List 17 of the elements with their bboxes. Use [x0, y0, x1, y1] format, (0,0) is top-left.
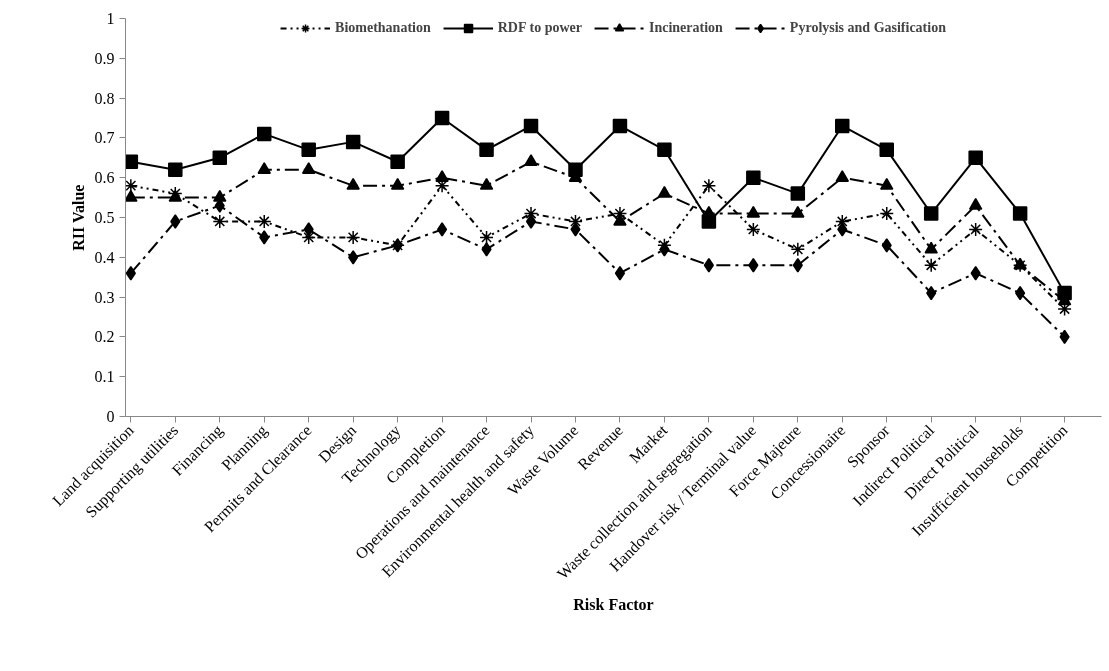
y-tick-label: 0.8 [94, 89, 115, 107]
legend-label: Incineration [648, 20, 723, 36]
legend-label: RDF to power [497, 20, 582, 36]
y-tick-label: 0 [106, 408, 115, 425]
y-tick-label: 0.1 [94, 368, 115, 386]
y-tick-label: 0.3 [94, 288, 115, 306]
x-axis-title: Risk Factor [573, 596, 654, 614]
y-tick-label: 1 [106, 10, 115, 27]
y-tick-label: 0.9 [94, 49, 115, 67]
legend-label: Pyrolysis and Gasification [789, 20, 946, 36]
y-tick-label: 0.6 [94, 169, 115, 187]
y-tick-label: 0.7 [94, 129, 115, 147]
y-tick-label: 0.2 [94, 328, 115, 346]
legend-label: Biomethanation [335, 20, 431, 36]
y-axis-title: RII Value [69, 184, 87, 251]
y-tick-label: 0.4 [94, 248, 115, 266]
y-tick-label: 0.5 [94, 209, 115, 226]
